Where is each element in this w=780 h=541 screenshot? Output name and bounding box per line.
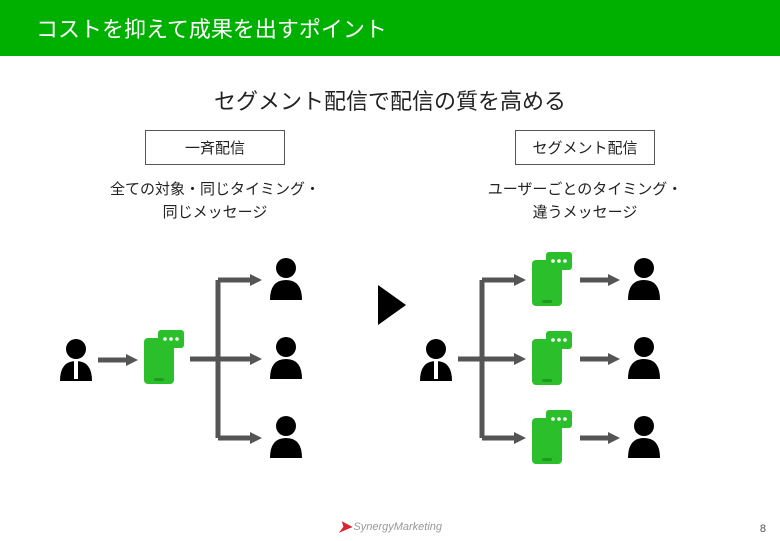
logo: ➤ SynergyMarketing <box>338 517 442 537</box>
recipient-person-icon <box>270 416 302 458</box>
header-title: コストを抑えて成果を出すポイント <box>36 12 387 44</box>
subtitle: セグメント配信で配信の質を高める <box>0 84 780 116</box>
sender-person-icon <box>60 339 92 381</box>
left-flow <box>50 244 380 474</box>
phone-icon <box>532 410 572 464</box>
left-desc: 全ての対象・同じタイミング・ 同じメッセージ <box>50 179 380 224</box>
sender-person-icon <box>420 339 452 381</box>
phone-icon <box>532 331 572 385</box>
phone-icon <box>532 252 572 306</box>
slide-header: コストを抑えて成果を出すポイント <box>0 0 780 56</box>
logo-swoosh-icon: ➤ <box>338 517 351 537</box>
page-number: 8 <box>760 523 766 535</box>
arrow-icon <box>580 274 620 286</box>
arrow-icon <box>580 432 620 444</box>
arrow-icon <box>98 354 138 366</box>
recipient-person-icon <box>628 258 660 300</box>
logo-text: SynergyMarketing <box>353 521 442 533</box>
right-column: セグメント配信 ユーザーごとのタイミング・ 違うメッセージ <box>420 130 750 474</box>
diagram: 一斉配信 全ての対象・同じタイミング・ 同じメッセージ <box>0 130 780 500</box>
branch-lines <box>190 280 250 438</box>
left-column: 一斉配信 全ての対象・同じタイミング・ 同じメッセージ <box>50 130 380 474</box>
left-label-box: 一斉配信 <box>145 130 285 165</box>
phone-icon <box>144 330 184 384</box>
recipient-person-icon <box>270 337 302 379</box>
right-flow <box>420 244 750 474</box>
branch-lines <box>458 280 514 438</box>
recipient-person-icon <box>628 337 660 379</box>
recipient-person-icon <box>270 258 302 300</box>
right-label-box: セグメント配信 <box>515 130 655 165</box>
right-desc: ユーザーごとのタイミング・ 違うメッセージ <box>420 179 750 224</box>
recipient-person-icon <box>628 416 660 458</box>
center-triangle-icon <box>378 285 408 325</box>
arrow-icon <box>580 353 620 365</box>
